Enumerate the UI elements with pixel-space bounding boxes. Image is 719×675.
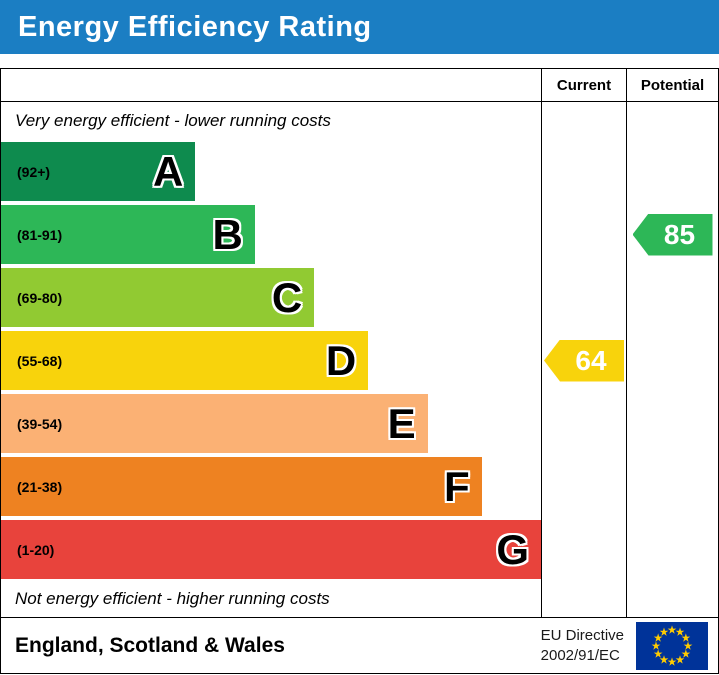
eu-directive-line2: 2002/91/EC	[540, 646, 620, 664]
column-header-spacer	[1, 69, 541, 101]
band-range-f: (21-38)	[17, 478, 63, 495]
page-title: Energy Efficiency Rating	[18, 10, 372, 43]
band-range-a: (92+)	[17, 163, 51, 180]
current-value: 64	[575, 344, 607, 376]
band-bar-c: (69-80) C	[1, 268, 315, 327]
top-note-row: Very energy efficient - lower running co…	[1, 102, 718, 140]
band-letter-c: C	[271, 273, 303, 321]
band-range-g: (1-20)	[17, 541, 55, 558]
band-row-d: (55-68) D 64	[1, 329, 718, 392]
footer-bar: England, Scotland & Wales EU Directive 2…	[0, 617, 719, 674]
current-label: Current	[556, 76, 612, 94]
eu-directive-text: EU Directive 2002/91/EC	[541, 626, 624, 665]
band-range-e: (39-54)	[17, 415, 63, 432]
epc-chart: Current Potential Very energy efficient …	[0, 68, 719, 618]
column-header-potential: Potential	[626, 69, 718, 101]
band-row-c: (69-80) C	[1, 266, 718, 329]
band-bar-e: (39-54) E	[1, 394, 428, 453]
band-range-c: (69-80)	[17, 289, 63, 306]
bottom-note-row: Not energy efficient - higher running co…	[1, 581, 718, 617]
eu-flag-icon	[636, 621, 708, 670]
bottom-note: Not energy efficient - higher running co…	[15, 589, 330, 608]
column-header-row: Current Potential	[1, 69, 718, 102]
band-bar-a: (92+) A	[1, 142, 196, 201]
band-row-f: (21-38) F	[1, 455, 718, 518]
band-bar-d: (55-68) D	[1, 331, 369, 390]
band-row-e: (39-54) E	[1, 392, 718, 455]
band-row-a: (92+) A	[1, 140, 718, 203]
potential-label: Potential	[640, 76, 705, 94]
band-letter-f: F	[443, 462, 470, 510]
band-letter-b: B	[212, 210, 243, 258]
potential-value: 85	[663, 218, 696, 250]
top-note: Very energy efficient - lower running co…	[15, 111, 331, 130]
band-bar-g: (1-20) G	[1, 520, 541, 579]
band-letter-d: D	[325, 336, 357, 384]
current-indicator: 64	[544, 339, 624, 382]
band-row-b: (81-91) B 85	[1, 203, 718, 266]
band-range-b: (81-91)	[17, 226, 63, 243]
eu-flag-stars	[651, 624, 693, 666]
band-letter-g: G	[496, 525, 529, 573]
column-header-current: Current	[541, 69, 626, 101]
title-banner: Energy Efficiency Rating	[0, 0, 719, 54]
band-letter-e: E	[387, 399, 416, 447]
band-bar-f: (21-38) F	[1, 457, 482, 516]
band-row-g: (1-20) G	[1, 518, 718, 581]
potential-indicator: 85	[632, 213, 713, 256]
eu-directive-line1: EU Directive	[540, 627, 624, 644]
region-label: England, Scotland & Wales	[15, 633, 285, 657]
band-range-d: (55-68)	[17, 352, 63, 369]
band-letter-a: A	[153, 147, 184, 195]
band-bar-b: (81-91) B	[1, 205, 255, 264]
